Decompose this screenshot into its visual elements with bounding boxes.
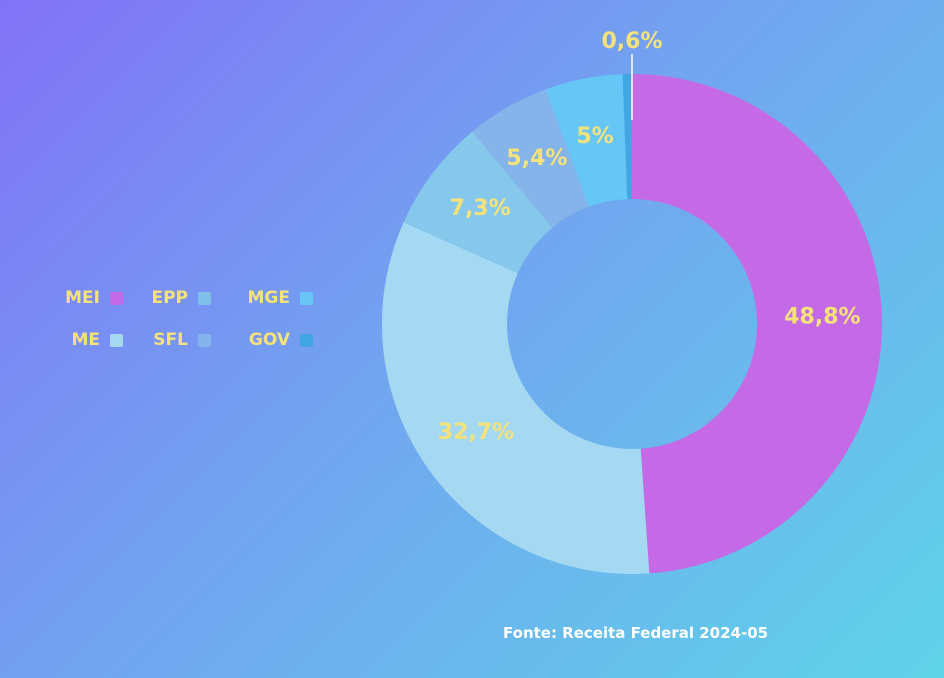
legend-swatch-gov: [300, 333, 313, 347]
legend-label-gov: GOV: [248, 330, 290, 350]
slice-label-gov: 0,6%: [601, 29, 662, 54]
slice-me[interactable]: [382, 222, 650, 574]
slice-mge[interactable]: [545, 74, 628, 207]
legend-item-epp[interactable]: EPP: [140, 288, 242, 308]
legend: MEI EPP MGE ME SFL GOV: [52, 288, 342, 350]
legend-item-gov[interactable]: GOV: [242, 330, 332, 350]
legend-swatch-mei: [110, 291, 123, 305]
legend-swatch-sfl: [198, 333, 211, 347]
legend-swatch-me: [110, 333, 123, 347]
slice-sfl[interactable]: [472, 89, 589, 228]
slice-label-epp: 7,3%: [450, 196, 511, 221]
legend-label-mei: MEI: [65, 288, 100, 308]
slice-label-me: 32,7%: [438, 420, 514, 445]
legend-item-sfl[interactable]: SFL: [140, 330, 242, 350]
slice-epp[interactable]: [403, 131, 553, 274]
slice-label-mei: 48,8%: [784, 304, 860, 329]
legend-swatch-mge: [300, 291, 313, 305]
slice-mei[interactable]: [632, 74, 883, 574]
legend-swatch-epp: [198, 291, 211, 305]
source-note: Fonte: Receita Federal 2024-05: [503, 624, 769, 642]
slice-gov[interactable]: [622, 74, 632, 200]
legend-label-me: ME: [71, 330, 100, 350]
legend-item-mei[interactable]: MEI: [52, 288, 140, 308]
legend-item-mge[interactable]: MGE: [242, 288, 332, 308]
legend-label-sfl: SFL: [153, 330, 188, 350]
legend-label-mge: MGE: [247, 288, 290, 308]
legend-label-epp: EPP: [151, 288, 188, 308]
legend-item-me[interactable]: ME: [52, 330, 140, 350]
slice-label-mge: 5%: [576, 124, 613, 149]
slice-label-sfl: 5,4%: [506, 146, 567, 171]
